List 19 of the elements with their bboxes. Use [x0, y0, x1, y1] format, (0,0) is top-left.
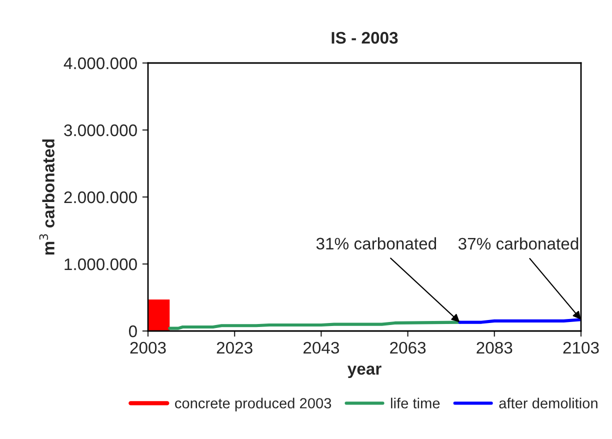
y-tick-label: 0 — [128, 325, 137, 338]
legend-label: after demolition — [499, 398, 598, 408]
x-tick-label: 2043 — [304, 342, 340, 354]
y-tick-label: 3.000.000 — [64, 124, 137, 136]
y-tick-label: 2.000.000 — [64, 191, 137, 204]
x-tick-label: 2023 — [216, 342, 252, 354]
y-axis-title: m$^{3}$ carbonated — [39, 139, 54, 255]
x-tick-label: 2103 — [563, 342, 599, 354]
legend-label: concrete produced 2003 — [175, 398, 332, 412]
x-tick-label: 2063 — [390, 342, 426, 354]
y-tick-label: 4.000.000 — [64, 57, 137, 70]
chart-title: IS - 2003 — [332, 32, 398, 44]
legend-label: life time — [391, 398, 440, 408]
x-tick-label: 2083 — [476, 342, 512, 354]
annotation: 31% carbonated — [316, 237, 436, 250]
x-axis-title: year — [347, 366, 382, 378]
annotation: 37% carbonated — [458, 237, 578, 250]
y-tick-label: 1.000.000 — [64, 258, 137, 270]
x-tick-label: 2003 — [130, 342, 166, 354]
